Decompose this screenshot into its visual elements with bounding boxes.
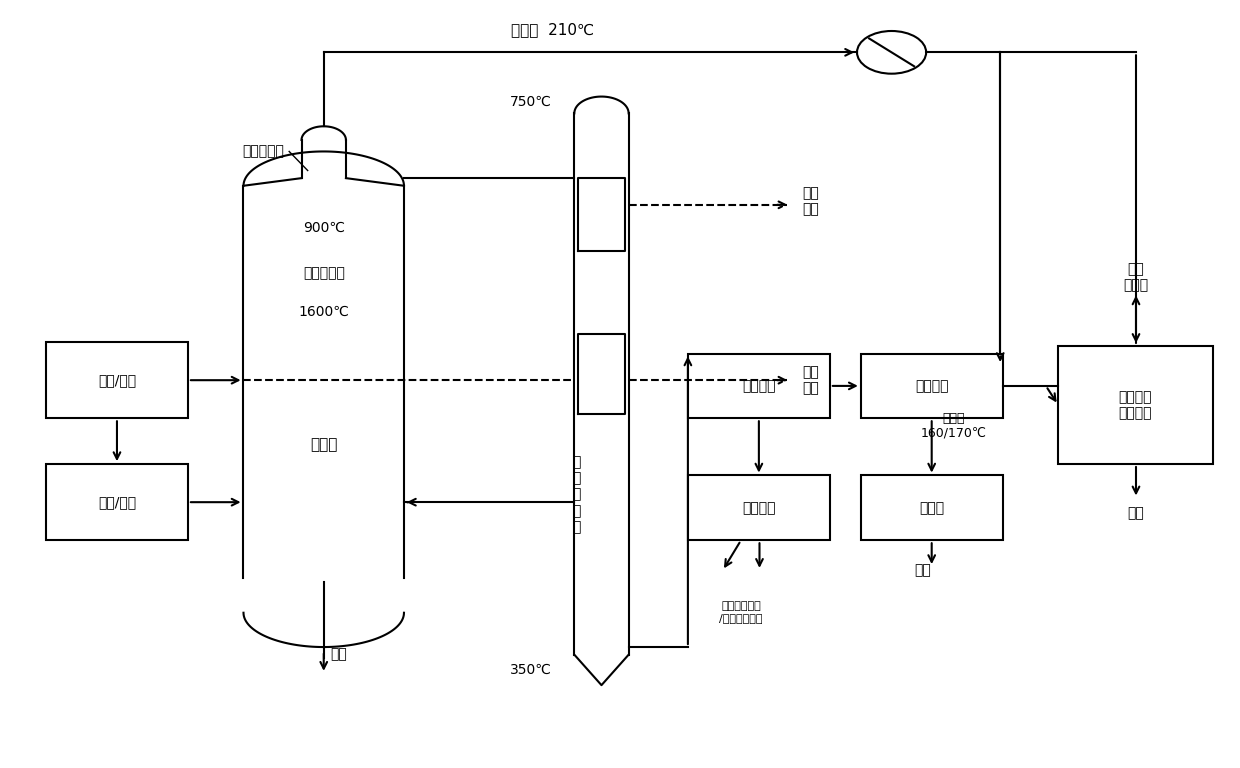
Text: 硫磺: 硫磺 bbox=[1127, 507, 1145, 521]
Bar bbox=[861, 475, 1003, 541]
Text: 750℃: 750℃ bbox=[510, 95, 552, 109]
Text: 废水: 废水 bbox=[914, 563, 931, 578]
Text: 炉渣: 炉渣 bbox=[330, 647, 347, 662]
Text: 气化炉: 气化炉 bbox=[310, 438, 337, 452]
Bar bbox=[861, 353, 1003, 419]
Text: 高压
蒸汽: 高压 蒸汽 bbox=[802, 186, 820, 216]
Text: 煤灰往粉煤磨
/烘干段或储存: 煤灰往粉煤磨 /烘干段或储存 bbox=[719, 601, 763, 623]
Bar bbox=[688, 353, 830, 419]
Text: 干法除尘: 干法除尘 bbox=[742, 379, 776, 393]
Text: 合成气
160/170℃: 合成气 160/170℃ bbox=[920, 412, 986, 440]
Text: 350℃: 350℃ bbox=[510, 663, 552, 677]
Bar bbox=[688, 475, 830, 541]
Text: 煤气冷激器: 煤气冷激器 bbox=[303, 266, 345, 280]
Text: 中压
蒸汽: 中压 蒸汽 bbox=[802, 365, 820, 396]
Text: 1600℃: 1600℃ bbox=[299, 305, 350, 319]
Text: 湿法洗涤: 湿法洗涤 bbox=[915, 379, 949, 393]
Bar bbox=[46, 464, 188, 541]
Text: 煤灰处理: 煤灰处理 bbox=[742, 501, 776, 515]
Text: 煤
气
换
热
器: 煤 气 换 热 器 bbox=[573, 455, 582, 534]
Bar bbox=[1058, 346, 1213, 464]
Text: 900℃: 900℃ bbox=[303, 220, 345, 235]
Text: 洁净
合成气: 洁净 合成气 bbox=[1123, 262, 1148, 293]
Text: 煤粉/进煤: 煤粉/进煤 bbox=[98, 495, 136, 509]
Bar bbox=[46, 342, 188, 419]
Text: 磨煤/烘干: 磨煤/烘干 bbox=[98, 373, 136, 387]
Text: 耐硫变换
气体净化: 耐硫变换 气体净化 bbox=[1118, 390, 1152, 420]
Text: 骤冷气  210℃: 骤冷气 210℃ bbox=[511, 22, 594, 37]
Text: 粉尘过滤器: 粉尘过滤器 bbox=[242, 144, 284, 158]
Text: 水净化: 水净化 bbox=[919, 501, 944, 515]
